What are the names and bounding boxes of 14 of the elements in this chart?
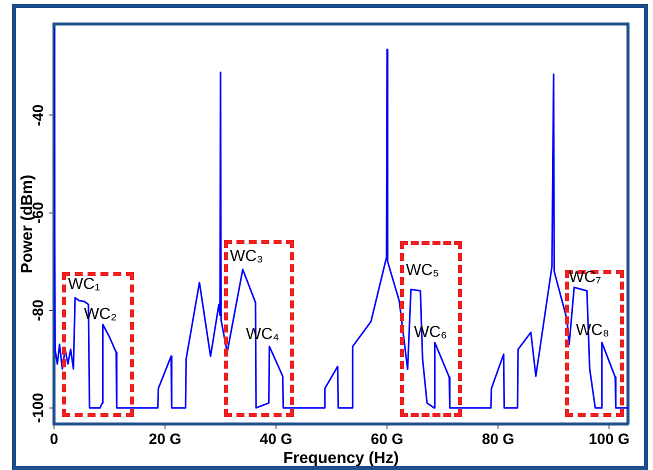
x-tick-label: 60 G	[370, 431, 404, 448]
x-tick-label: 20 G	[148, 431, 182, 448]
x-axis-title: Frequency (Hz)	[283, 450, 399, 467]
x-tick-label: 80 G	[482, 431, 514, 448]
y-tick-label: -100	[30, 392, 48, 423]
x-tick-label: 0	[50, 431, 58, 448]
x-tick-label: 100 G	[588, 431, 630, 448]
annotation: WC₇	[569, 269, 602, 287]
x-tick-label: 40 G	[260, 431, 292, 448]
annotation: WC₁	[68, 276, 100, 294]
y-tick-label: -80	[30, 300, 48, 322]
annotation: WC₃	[230, 248, 264, 266]
annotation: WC₅	[406, 262, 440, 280]
y-tick-label: -40	[30, 104, 48, 126]
